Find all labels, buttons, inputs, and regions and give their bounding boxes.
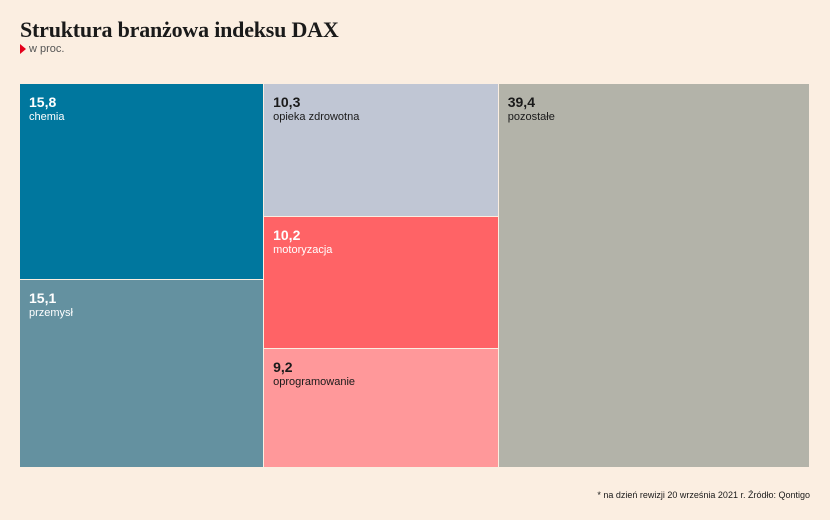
tile-value: 10,3: [273, 94, 301, 110]
chart-title: Struktura branżowa indeksu DAX: [20, 17, 339, 42]
treemap-tile-chemia: 15,8 chemia: [20, 84, 265, 281]
footnote: * na dzień rewizji 20 września 2021 r. Ź…: [597, 490, 810, 500]
unit-label: w proc.: [29, 43, 65, 55]
tile-label: motoryzacja: [273, 244, 333, 257]
tile-label: oprogramowanie: [273, 376, 356, 389]
chart-subtitle: w proc.: [20, 43, 64, 55]
tile-value: 15,1: [29, 290, 57, 307]
tile-label: pozostałe: [507, 111, 555, 123]
treemap-tile-pozostałe: 39,4 pozostałe: [498, 84, 810, 468]
tile-label: chemia: [29, 111, 65, 123]
treemap: 15,8 chemia 15,1 przemysł 10,3 opieka zdrowot…: [20, 84, 810, 468]
treemap-tile-motoryzacja: 10,2 motoryzacja: [264, 217, 499, 350]
tile-value: 9,2: [273, 359, 293, 376]
tile-value: 10,2: [273, 227, 301, 244]
tile-value: 39,4: [507, 94, 535, 110]
treemap-tile-oprogramowanie: 9,2 oprogramowanie: [264, 349, 499, 468]
play-triangle-icon: [20, 44, 26, 54]
tile-label: opieka zdrowotna: [273, 111, 360, 123]
tile-value: 15,8: [29, 94, 57, 110]
treemap-tile-opieka-zdrowotna: 10,3 opieka zdrowotna: [264, 84, 499, 218]
tile-label: przemysł: [29, 307, 74, 320]
treemap-tile-przemysł: 15,1 przemysł: [20, 280, 265, 468]
